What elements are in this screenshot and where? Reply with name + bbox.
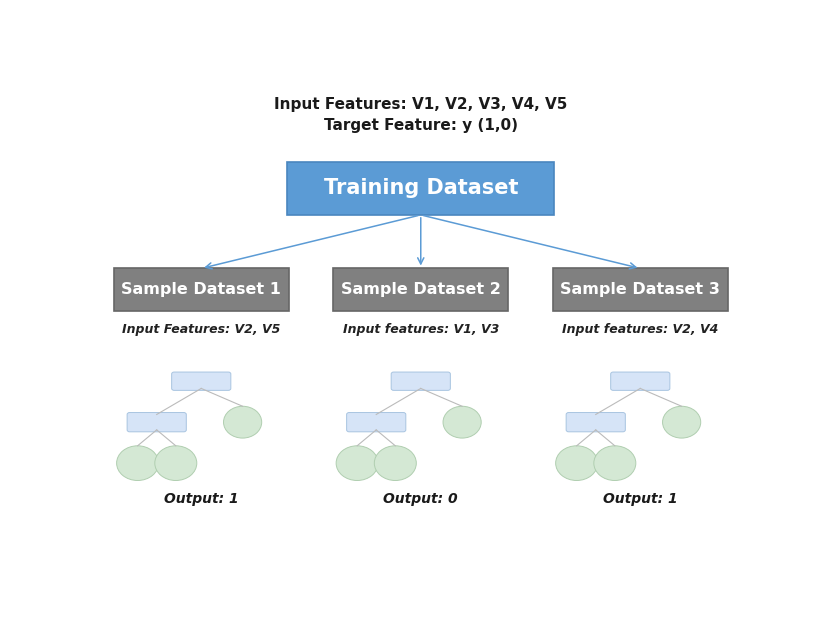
FancyBboxPatch shape [333, 269, 508, 311]
FancyBboxPatch shape [553, 269, 727, 311]
FancyBboxPatch shape [611, 372, 670, 391]
Ellipse shape [336, 446, 378, 481]
FancyBboxPatch shape [391, 372, 451, 391]
Text: Input features: V1, V3: Input features: V1, V3 [342, 323, 499, 336]
Ellipse shape [556, 446, 598, 481]
FancyBboxPatch shape [566, 413, 626, 432]
FancyBboxPatch shape [127, 413, 186, 432]
FancyBboxPatch shape [172, 372, 231, 391]
Text: Input Features: V2, V5: Input Features: V2, V5 [122, 323, 281, 336]
FancyBboxPatch shape [287, 162, 554, 215]
Text: Input Features: V1, V2, V3, V4, V5
Target Feature: y (1,0): Input Features: V1, V2, V3, V4, V5 Targe… [274, 97, 567, 133]
Ellipse shape [155, 446, 197, 481]
Text: Output: 1: Output: 1 [603, 492, 677, 506]
FancyBboxPatch shape [346, 413, 406, 432]
Text: Sample Dataset 3: Sample Dataset 3 [561, 282, 720, 297]
Text: Sample Dataset 1: Sample Dataset 1 [122, 282, 281, 297]
Ellipse shape [594, 446, 635, 481]
Text: Training Dataset: Training Dataset [323, 178, 518, 198]
FancyBboxPatch shape [114, 269, 289, 311]
Ellipse shape [223, 406, 262, 438]
Ellipse shape [117, 446, 158, 481]
Text: Sample Dataset 2: Sample Dataset 2 [341, 282, 501, 297]
Ellipse shape [443, 406, 481, 438]
Ellipse shape [663, 406, 701, 438]
Ellipse shape [374, 446, 416, 481]
Text: Output: 1: Output: 1 [164, 492, 239, 506]
Text: Output: 0: Output: 0 [383, 492, 458, 506]
Text: Input features: V2, V4: Input features: V2, V4 [562, 323, 718, 336]
